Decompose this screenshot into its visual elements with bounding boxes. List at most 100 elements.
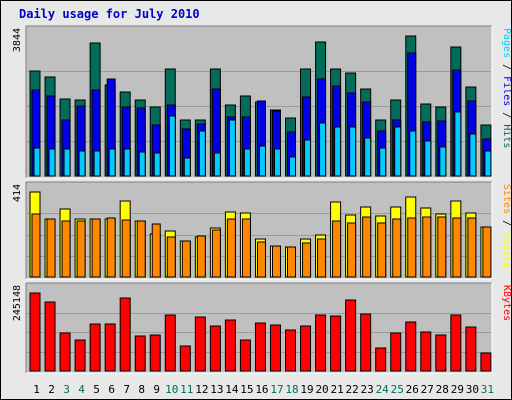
day-label: 10 <box>165 383 178 396</box>
bar-pages <box>258 145 266 177</box>
bar-kbytes <box>330 315 342 372</box>
bar-sites <box>287 246 297 278</box>
day-label: 28 <box>436 383 449 396</box>
legend-item: Visits <box>501 232 511 268</box>
bar-kbytes <box>405 321 417 372</box>
bar-pages <box>469 133 477 177</box>
bar-pages <box>78 150 86 177</box>
day-label: 3 <box>63 383 70 396</box>
bar-pages <box>48 148 56 177</box>
bar-pages <box>138 151 146 177</box>
bar-pages <box>228 119 236 177</box>
day-label: 8 <box>138 383 145 396</box>
bar-kbytes <box>104 323 116 372</box>
bar-pages <box>439 146 447 177</box>
bar-sites <box>121 219 131 278</box>
bar-kbytes <box>300 325 312 372</box>
bar-pages <box>334 126 342 177</box>
bar-sites <box>317 238 327 278</box>
bar-kbytes <box>134 335 146 372</box>
bar-sites <box>241 218 251 278</box>
day-label: 16 <box>255 383 268 396</box>
day-label: 11 <box>180 383 193 396</box>
day-label: 12 <box>195 383 208 396</box>
day-label: 14 <box>225 383 239 396</box>
legend-item: KBytes <box>501 285 511 321</box>
bar-kbytes <box>285 329 297 372</box>
day-label: 27 <box>421 383 434 396</box>
y-max-label: 245148 <box>12 285 23 321</box>
bar-kbytes <box>74 339 86 372</box>
bar-pages <box>108 148 116 177</box>
bar-kbytes <box>480 352 492 372</box>
bar-kbytes <box>89 323 101 372</box>
bar-sites <box>452 217 462 278</box>
bar-pages <box>409 130 417 177</box>
day-label: 22 <box>346 383 359 396</box>
legend-item: Pages <box>501 28 511 58</box>
bar-sites <box>76 220 86 278</box>
bar-kbytes <box>179 345 191 372</box>
bar-sites <box>271 245 281 278</box>
bar-sites <box>302 242 312 278</box>
legend-item: / <box>501 106 511 124</box>
bar-sites <box>392 218 402 278</box>
bar-sites <box>256 241 266 278</box>
legend-1: Pages / Files / Hits <box>501 28 511 148</box>
day-label: 1 <box>33 383 40 396</box>
bar-sites <box>211 229 221 278</box>
day-label: 25 <box>391 383 404 396</box>
legend-item: Sites <box>501 184 511 214</box>
bar-pages <box>63 148 71 177</box>
bar-kbytes <box>149 334 161 372</box>
bar-sites <box>136 220 146 278</box>
bar-kbytes <box>435 334 447 372</box>
legend-2: Sites / Visits <box>501 184 511 268</box>
bar-kbytes <box>315 314 327 372</box>
bar-pages <box>484 150 492 177</box>
bar-sites <box>407 217 417 278</box>
legend-3: KBytes <box>501 285 511 321</box>
y-max-label: 3844 <box>12 28 23 52</box>
bar-sites <box>422 216 432 278</box>
bar-pages <box>213 152 221 177</box>
bar-kbytes <box>224 319 236 372</box>
legend-item: / <box>501 58 511 76</box>
day-label: 17 <box>270 383 283 396</box>
day-label: 13 <box>210 383 223 396</box>
legend-item: Files <box>501 76 511 106</box>
bar-pages <box>319 122 327 177</box>
bar-kbytes <box>164 314 176 372</box>
bar-pages <box>349 126 357 177</box>
day-label: 15 <box>240 383 253 396</box>
bar-kbytes <box>450 314 462 372</box>
bar-pages <box>153 152 161 177</box>
day-label: 9 <box>153 383 160 396</box>
day-label: 5 <box>93 383 100 396</box>
bar-pages <box>364 137 372 177</box>
bar-pages <box>33 147 41 177</box>
bar-pages <box>243 148 251 177</box>
bar-sites <box>437 216 447 278</box>
bar-pages <box>454 111 462 177</box>
bar-kbytes <box>209 325 221 372</box>
legend-item: / <box>501 214 511 232</box>
bar-kbytes <box>239 339 251 372</box>
bar-sites <box>31 213 41 278</box>
bar-pages <box>198 130 206 177</box>
bar-sites <box>467 217 477 278</box>
bar-sites <box>166 236 176 278</box>
bar-sites <box>482 226 492 278</box>
bar-pages <box>183 157 191 177</box>
day-label: 2 <box>48 383 55 396</box>
bar-kbytes <box>119 297 131 372</box>
bar-kbytes <box>465 326 477 372</box>
bar-sites <box>332 220 342 278</box>
bar-sites <box>377 222 387 278</box>
bar-kbytes <box>194 316 206 372</box>
day-label: 20 <box>315 383 328 396</box>
bar-kbytes <box>420 331 432 372</box>
day-label: 21 <box>330 383 343 396</box>
bar-kbytes <box>59 332 71 372</box>
